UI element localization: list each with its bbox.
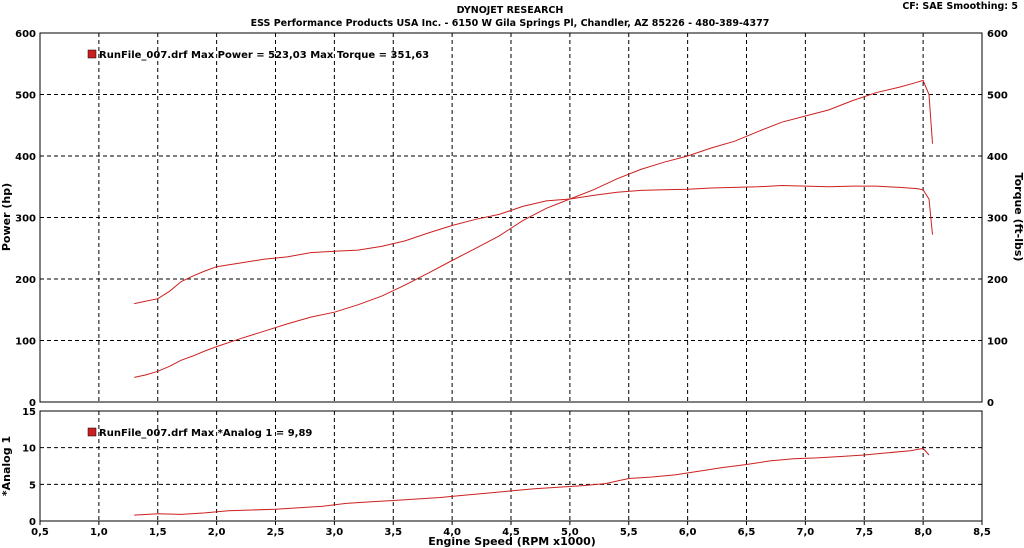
top-y-right-tick-label: 0 (987, 398, 994, 409)
x-tick-label: 7,5 (855, 527, 873, 538)
x-tick-label: 3,0 (326, 527, 344, 538)
top-y-right-tick-label: 400 (987, 152, 1008, 163)
bottom-y-tick-label: 10 (22, 444, 36, 455)
y-axis-label-power: Power (hp) (0, 183, 13, 251)
top-y-right-tick-label: 100 (987, 337, 1008, 348)
top-y-tick-label: 300 (15, 214, 36, 225)
y-axis-label-analog: *Analog 1 (0, 436, 13, 496)
top-y-tick-label: 100 (15, 337, 36, 348)
chart-header-company: ESS Performance Products USA Inc. - 6150… (251, 18, 770, 29)
y-axis-label-torque: Torque (ft-lbs) (1012, 173, 1024, 262)
top-y-tick-label: 200 (15, 275, 36, 286)
x-tick-label: 2,5 (267, 527, 285, 538)
chart-header-settings: CF: SAE Smoothing: 5 (902, 1, 1018, 12)
top-y-right-tick-label: 300 (987, 214, 1008, 225)
chart-header-title: DYNOJET RESEARCH (457, 5, 564, 16)
top-y-tick-label: 0 (29, 398, 36, 409)
x-tick-label: 0,5 (31, 527, 49, 538)
x-tick-label: 4,5 (502, 527, 520, 538)
bottom-y-tick-label: 5 (29, 480, 36, 491)
x-tick-label: 4,0 (443, 527, 461, 538)
top-y-tick-label: 500 (15, 91, 36, 102)
x-tick-label: 5,0 (561, 527, 579, 538)
analog-panel: 0 5 10 15 0,5 1,0 1,5 2,0 2,5 3,0 3,5 4,0 4,5 5,0 5,5 6… (22, 407, 991, 538)
analog1-curve (134, 447, 930, 516)
power-torque-panel: 0 0 100 100 200 200 300 300 400 400 500 500 600 600 Ru… (15, 29, 1008, 409)
top-plot-frame (39, 32, 983, 403)
top-y-right-tick-label: 500 (987, 91, 1008, 102)
top-y-tick-label: 600 (15, 29, 36, 40)
x-tick-label: 2,0 (208, 527, 226, 538)
top-legend-swatch (87, 49, 97, 59)
x-tick-label: 5,5 (620, 527, 638, 538)
x-tick-label: 1,0 (90, 527, 108, 538)
x-tick-label: 1,5 (149, 527, 167, 538)
x-tick-label: 6,0 (679, 527, 697, 538)
top-y-right-tick-label: 600 (987, 29, 1008, 40)
x-tick-label: 8,0 (914, 527, 932, 538)
bottom-y-tick-label: 0 (29, 517, 36, 528)
top-y-right-tick-label: 200 (987, 275, 1008, 286)
x-tick-label: 6,5 (738, 527, 756, 538)
top-legend-text: RunFile_007.drf Max Power = 523,03 Max T… (99, 50, 429, 61)
x-tick-label: 3,5 (384, 527, 402, 538)
x-tick-label: 8,5 (973, 527, 991, 538)
torque-curve (134, 184, 933, 305)
bottom-legend-swatch (87, 427, 97, 437)
bottom-y-tick-label: 15 (22, 407, 36, 418)
x-tick-label: 7,0 (797, 527, 815, 538)
power-curve (134, 79, 933, 378)
x-axis-label: Engine Speed (RPM x1000) (428, 535, 596, 548)
bottom-legend-text: RunFile_007.drf Max *Analog 1 = 9,89 (99, 428, 312, 439)
top-y-tick-label: 400 (15, 152, 36, 163)
